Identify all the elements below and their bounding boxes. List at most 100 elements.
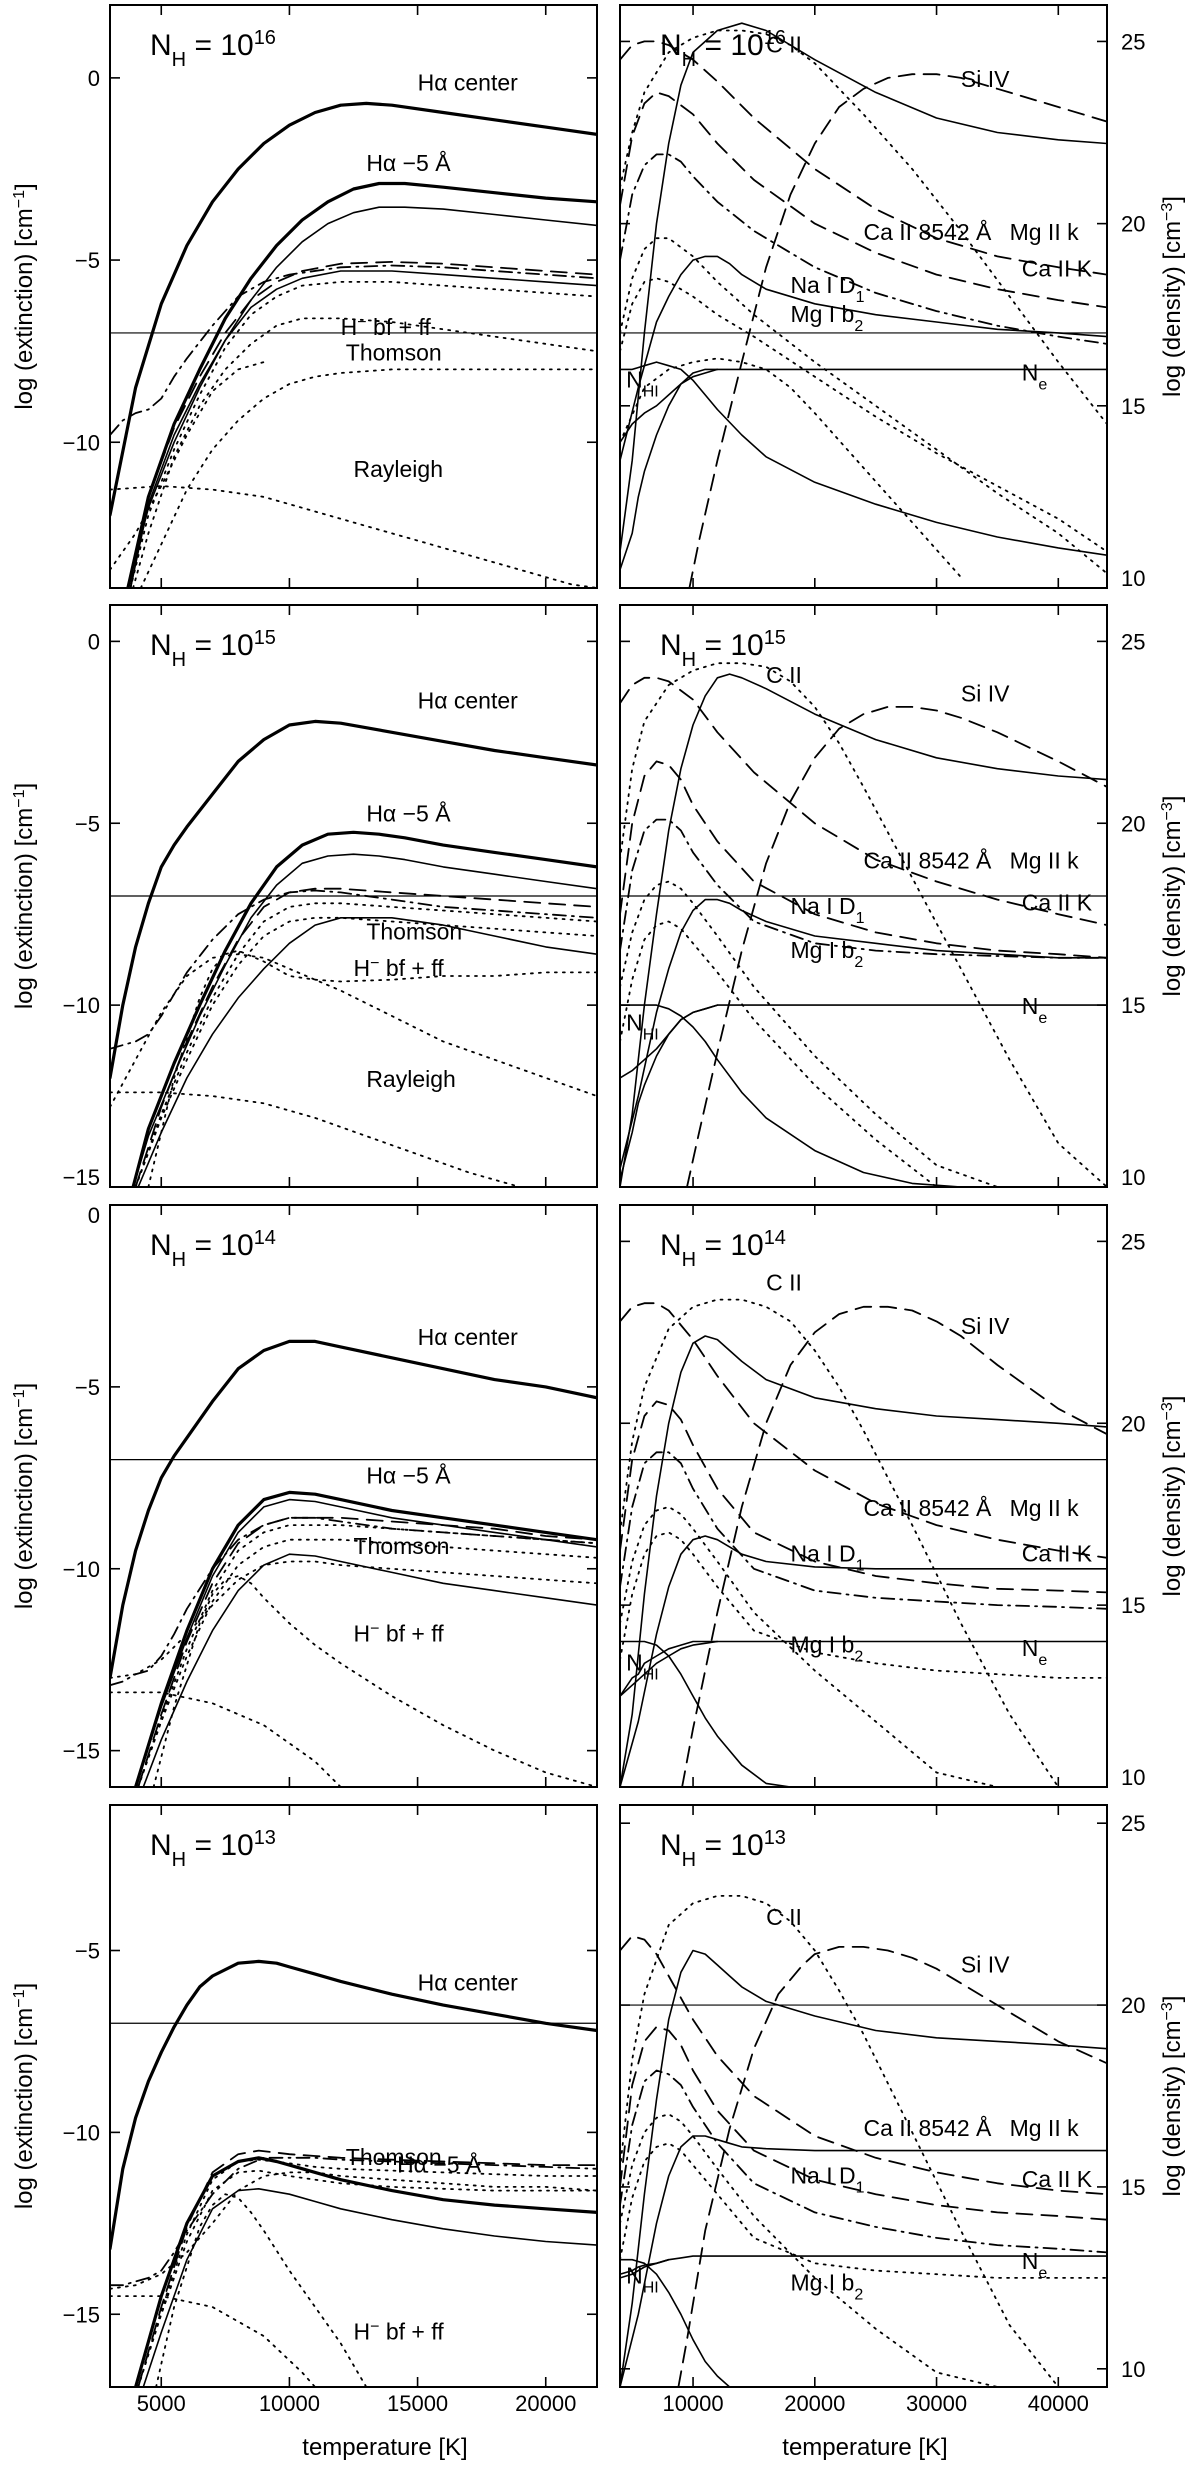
ylabel-left-sup: −1 [11, 1389, 28, 1407]
title-n: N [150, 29, 172, 62]
series-line-5 [620, 237, 1107, 575]
y-tick-label: −15 [63, 1165, 100, 1190]
title-rest: = 10 [186, 1229, 254, 1262]
hminus-label: H− bf + ff [354, 2318, 445, 2345]
series-line-4 [620, 1451, 1107, 1610]
series-line-6 [132, 317, 597, 588]
x-axis-label-left: temperature [K] [302, 2434, 467, 2461]
series-line-1 [134, 2156, 597, 2387]
y-tick-label: 10 [1121, 1765, 1145, 1790]
ylabel-left-end: ] [11, 783, 38, 790]
curve-label-5-sub: e [1038, 1652, 1047, 1669]
curve-label-5-sub: e [1038, 376, 1047, 393]
title-rest: = 10 [696, 1829, 764, 1862]
y-tick-label: −10 [63, 2120, 100, 2145]
na-label: Na I D1 [790, 272, 864, 306]
series-line-0 [110, 1339, 597, 1680]
title-sub: H [172, 1849, 186, 1871]
curve-label-5: Ne [1022, 2248, 1048, 2282]
hminus-label-sup: − [370, 2318, 379, 2335]
plot-frame [109, 604, 598, 1188]
curve-label-5-main: N [1022, 2248, 1039, 2274]
curve-label-1: Hα −5 Å [366, 149, 451, 176]
title-sub: H [682, 49, 696, 71]
curve-label-5-sub: e [1038, 1010, 1047, 1027]
y-axis-label-right: log (density) [cm−3] [1159, 796, 1187, 997]
mg-label-main: Mg I b [790, 937, 854, 963]
nhi-label-main: N [626, 2262, 643, 2288]
ylabel-right-sup: −3 [1159, 2002, 1176, 2020]
ylabel-right-end: ] [1159, 1996, 1186, 2003]
series-line-9 [110, 1691, 342, 1787]
curve-label-3: Mg II k [1010, 1495, 1080, 1521]
curve-label-0: Hα center [418, 70, 519, 96]
curve-label-1: Hα −5 Å [366, 1461, 451, 1488]
nhi-label-sub: HI [643, 2279, 659, 2296]
ylabel-right-sup: −3 [1159, 1402, 1176, 1420]
series-line-7 [152, 1575, 597, 1787]
curve-label-0: Hα center [418, 1970, 519, 1996]
series-line-3 [134, 887, 597, 1187]
series-line-0 [110, 719, 597, 1080]
series-group [620, 1298, 1107, 1787]
y-tick-label: 0 [88, 629, 100, 654]
hminus-label: H− bf + ff [354, 955, 445, 982]
nhi-label-main: N [626, 1010, 643, 1036]
curve-label-5-main: N [1022, 993, 1039, 1019]
ylabel-left-text: log (extinction) [cm [11, 2008, 38, 2209]
y-tick-label: 25 [1121, 1811, 1145, 1836]
title-n: N [660, 1229, 682, 1262]
curve-label-2: Ca II 8542 Å [864, 218, 993, 245]
plot-frame [619, 604, 1108, 1188]
y-tick-label: 20 [1121, 1411, 1145, 1436]
y-tick-label: −15 [63, 1739, 100, 1764]
ylabel-left-end: ] [11, 1383, 38, 1390]
panel-title: NH = 1014 [660, 1227, 786, 1271]
ylabel-right-end: ] [1159, 796, 1186, 803]
panel-title: NH = 1013 [660, 1827, 786, 1871]
title-n: N [660, 1829, 682, 1862]
series-line-9 [110, 889, 597, 1050]
series-line-0 [110, 1959, 597, 2251]
x-tick-label: 5000 [137, 2391, 186, 2416]
series-line-8 [110, 264, 597, 436]
title-sub: H [682, 1249, 696, 1271]
curve-label-5-main: N [1022, 1635, 1039, 1661]
mg-label: Mg I b2 [790, 1631, 863, 1665]
series-line-6 [620, 1531, 1107, 1679]
panel-title: NH = 1015 [660, 627, 786, 671]
series-line-7 [110, 2156, 597, 2287]
y-tick-label: 0 [88, 1203, 100, 1228]
mg-label-main: Mg I b [790, 301, 854, 327]
series-line-7 [147, 949, 597, 1187]
series-line-7 [139, 368, 597, 588]
y-tick-label: 10 [1121, 2357, 1145, 2382]
series-line-10 [620, 1640, 719, 1697]
x-tick-label: 15000 [387, 2391, 448, 2416]
x-tick-label: 40000 [1028, 2391, 1089, 2416]
ylabel-left-sup: −1 [11, 1989, 28, 2007]
series-line-3 [620, 2026, 1107, 2221]
series-line-9 [620, 255, 1107, 462]
series-line-0 [620, 29, 1107, 425]
series-line-0 [620, 1895, 1060, 2387]
series-line-5 [137, 1538, 597, 1787]
series-line-11 [620, 2255, 1107, 2279]
plot-frame [619, 1804, 1108, 2388]
y-tick-label: 20 [1121, 1993, 1145, 2018]
series-line-1 [681, 1305, 1107, 1787]
y-tick-label: 15 [1121, 993, 1145, 1018]
series-line-7 [620, 1949, 1107, 2387]
curve-label-5-main: N [1022, 359, 1039, 385]
title-rest: = 10 [186, 1829, 254, 1862]
curve-label-3: Mg II k [1010, 848, 1080, 874]
series-line-11 [620, 1640, 1107, 1697]
curve-label-3: Rayleigh [354, 456, 444, 482]
title-sub: H [172, 49, 186, 71]
title-sup: 16 [254, 27, 276, 49]
y-axis-label-left: log (extinction) [cm−1] [11, 1983, 39, 2209]
y-tick-label: −15 [63, 2302, 100, 2327]
